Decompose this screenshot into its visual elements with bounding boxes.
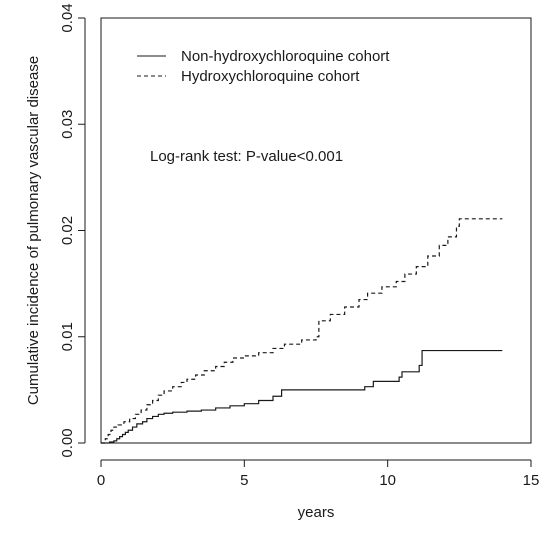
x-axis: 0 5 10 15	[97, 459, 540, 489]
x-tick-label: 0	[97, 472, 105, 489]
y-tick-label: 0.02	[59, 216, 76, 245]
legend-label-non-hcq: Non-hydroxychloroquine cohort	[181, 48, 390, 65]
series-line-non-hcq	[101, 349, 503, 444]
y-tick-label: 0.03	[59, 110, 76, 139]
x-axis-title: years	[298, 504, 335, 521]
x-tick-label: 15	[523, 472, 540, 489]
series-layer	[101, 218, 503, 444]
y-tick-label: 0.01	[59, 322, 76, 351]
y-tick-label: 0.00	[59, 428, 76, 457]
legend: Non-hydroxychloroquine cohort Hydroxychl…	[137, 48, 390, 85]
y-axis: 0.00 0.01 0.02 0.03 0.04	[59, 3, 86, 458]
x-tick-label: 10	[379, 472, 396, 489]
y-axis-title: Cumulative incidence of pulmonary vascul…	[25, 56, 42, 405]
plot-area	[100, 17, 532, 444]
x-tick-label: 5	[240, 472, 248, 489]
legend-label-hcq: Hydroxychloroquine cohort	[181, 68, 360, 85]
logrank-annotation: Log-rank test: P-value<0.001	[150, 148, 343, 165]
series-line-hcq	[101, 218, 503, 444]
y-tick-label: 0.04	[59, 3, 76, 32]
plot-frame	[100, 17, 532, 444]
